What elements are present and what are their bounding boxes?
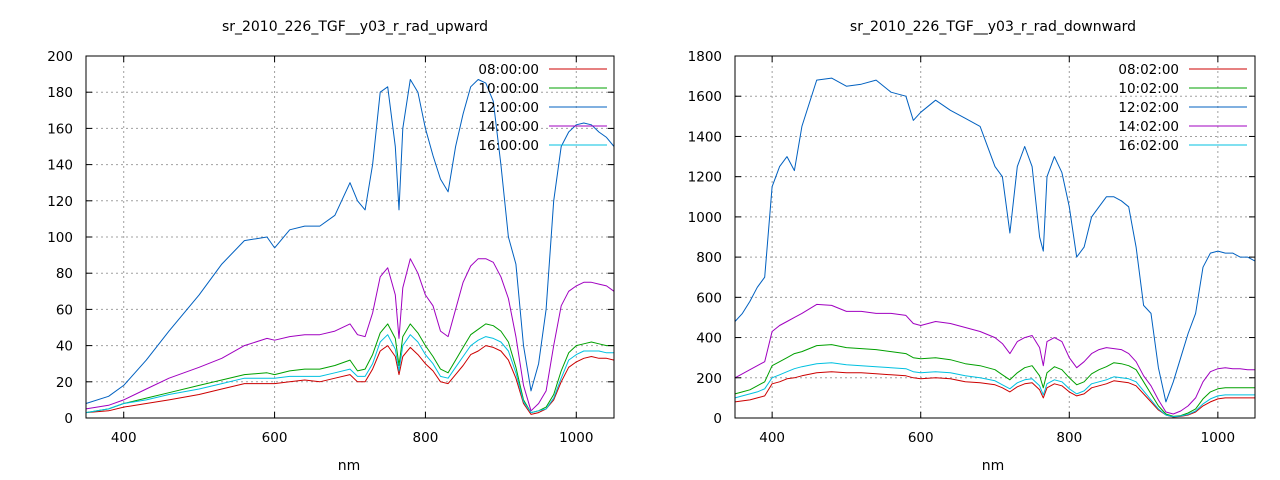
series-line-12:00:00: [85, 79, 615, 404]
series-line-14:00:00: [85, 258, 615, 412]
y-tick-label: 100: [47, 230, 73, 246]
chart-title: sr_2010_226_TGF__y03_r_rad_upward: [222, 19, 488, 35]
y-tick-label: 140: [47, 158, 73, 174]
x-axis-label: nm: [982, 458, 1005, 474]
y-tick-label: 0: [64, 411, 73, 427]
series-line-08:00:00: [85, 345, 615, 415]
y-tick-label: 1200: [688, 170, 722, 186]
series-line-10:00:00: [85, 323, 614, 414]
series-line-16:00:00: [85, 334, 614, 414]
y-tick-label: 60: [56, 302, 73, 318]
plot-frame: [734, 55, 1256, 419]
y-tick-label: 1400: [688, 129, 722, 145]
x-axis-label: nm: [338, 458, 361, 474]
series-line-10:02:00: [734, 344, 1255, 417]
x-tick-label: 800: [413, 430, 439, 446]
y-tick-label: 80: [56, 266, 73, 282]
series-line-12:02:00: [734, 77, 1256, 403]
y-tick-label: 200: [47, 49, 73, 65]
x-tick-label: 800: [1056, 430, 1082, 446]
y-tick-label: 1600: [688, 89, 722, 105]
x-tick-label: 600: [908, 430, 934, 446]
y-tick-label: 1000: [688, 210, 722, 226]
x-tick-label: 1000: [1201, 430, 1235, 446]
downward-radiance-chart: sr_2010_226_TGF__y03_r_rad_downward nm 4…: [688, 19, 1256, 474]
legend-label: 14:00:00: [478, 119, 539, 135]
y-tick-label: 40: [56, 339, 73, 355]
x-tick-label: 400: [759, 430, 785, 446]
x-tick-label: 1000: [559, 430, 593, 446]
y-tick-label: 400: [696, 331, 722, 347]
legend-label: 14:02:00: [1118, 119, 1179, 135]
y-tick-label: 200: [696, 371, 722, 387]
legend-label: 10:02:00: [1118, 81, 1179, 97]
legend-label: 10:00:00: [478, 81, 539, 97]
y-tick-label: 20: [56, 375, 73, 391]
legend-label: 08:00:00: [478, 62, 539, 78]
y-tick-label: 160: [47, 121, 73, 137]
y-tick-label: 180: [47, 85, 73, 101]
y-tick-label: 0: [713, 411, 722, 427]
y-tick-label: 800: [696, 250, 722, 266]
upward-radiance-chart: sr_2010_226_TGF__y03_r_rad_upward nm 400…: [47, 19, 615, 474]
x-tick-label: 600: [262, 430, 288, 446]
series-line-08:02:00: [734, 371, 1255, 418]
legend-label: 16:00:00: [478, 138, 539, 154]
y-tick-label: 1800: [688, 49, 722, 65]
x-tick-label: 400: [111, 430, 137, 446]
y-tick-label: 600: [696, 290, 722, 306]
legend-label: 08:02:00: [1118, 62, 1179, 78]
legend-label: 16:02:00: [1118, 138, 1179, 154]
series-line-16:02:00: [734, 362, 1255, 418]
series-line-14:02:00: [734, 303, 1255, 415]
legend-label: 12:00:00: [478, 100, 539, 116]
legend-label: 12:02:00: [1118, 100, 1179, 116]
chart-title: sr_2010_226_TGF__y03_r_rad_downward: [850, 19, 1136, 35]
y-tick-label: 120: [47, 194, 73, 210]
